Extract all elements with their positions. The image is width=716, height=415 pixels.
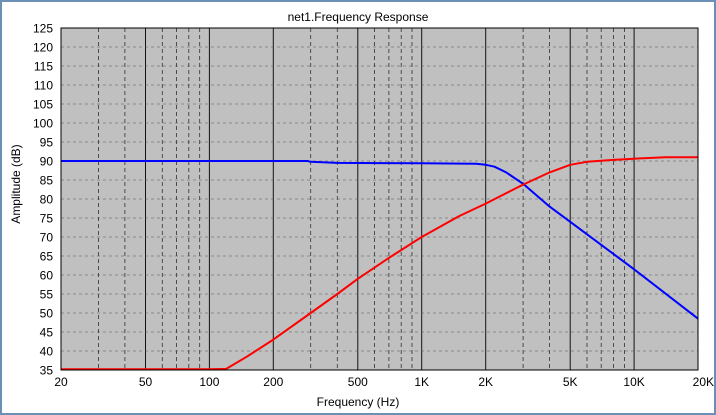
x-tick-label: 50 [139, 375, 153, 389]
y-tick-label: 35 [40, 364, 54, 378]
chart-title: net1.Frequency Response [288, 10, 429, 24]
y-tick-label: 125 [33, 22, 53, 36]
y-tick-label: 100 [33, 117, 53, 131]
y-tick-label: 95 [40, 136, 54, 150]
y-tick-label: 55 [40, 288, 54, 302]
y-tick-labels: 35 40 45 50 55 60 65 70 75 80 85 90 95 100 105 110 115 12… [33, 22, 53, 378]
series-line-high-pass [61, 156, 698, 371]
x-tick-label: 5K [563, 375, 578, 389]
plot-border [60, 27, 699, 371]
x-tick-label: 200 [263, 375, 283, 389]
y-tick-label: 115 [34, 60, 53, 74]
y-tick-label: 120 [33, 41, 53, 55]
x-tick-label: 10K [623, 375, 644, 389]
series-group [61, 156, 699, 371]
y-tick-label: 90 [40, 155, 54, 169]
y-axis-label: Amplitude (dB) [9, 144, 23, 223]
y-tick-label: 80 [40, 193, 54, 207]
y-tick-label: 105 [33, 98, 53, 112]
y-tick-label: 45 [40, 326, 54, 340]
y-tick-label: 85 [40, 174, 54, 188]
y-tick-label: 65 [40, 250, 54, 264]
y-tick-label: 75 [40, 212, 54, 226]
y-tick-label: 70 [40, 231, 54, 245]
x-axis-label: Frequency (Hz) [317, 395, 400, 409]
x-tick-label: 20K [693, 375, 714, 389]
x-tick-labels: 20 50 100 200 500 1K 2K 5K 10K 20K [54, 375, 714, 389]
x-tick-label: 20 [54, 375, 68, 389]
y-tick-label: 40 [40, 345, 54, 359]
x-tick-label: 100 [199, 375, 219, 389]
y-tick-label: 60 [40, 269, 54, 283]
x-tick-label: 500 [348, 375, 368, 389]
y-tick-label: 50 [40, 307, 54, 321]
grid-lines [61, 28, 698, 370]
x-tick-label: 1K [414, 375, 429, 389]
x-tick-label: 2K [478, 375, 493, 389]
series-line-low-pass [61, 160, 699, 320]
y-tick-label: 110 [34, 79, 53, 93]
